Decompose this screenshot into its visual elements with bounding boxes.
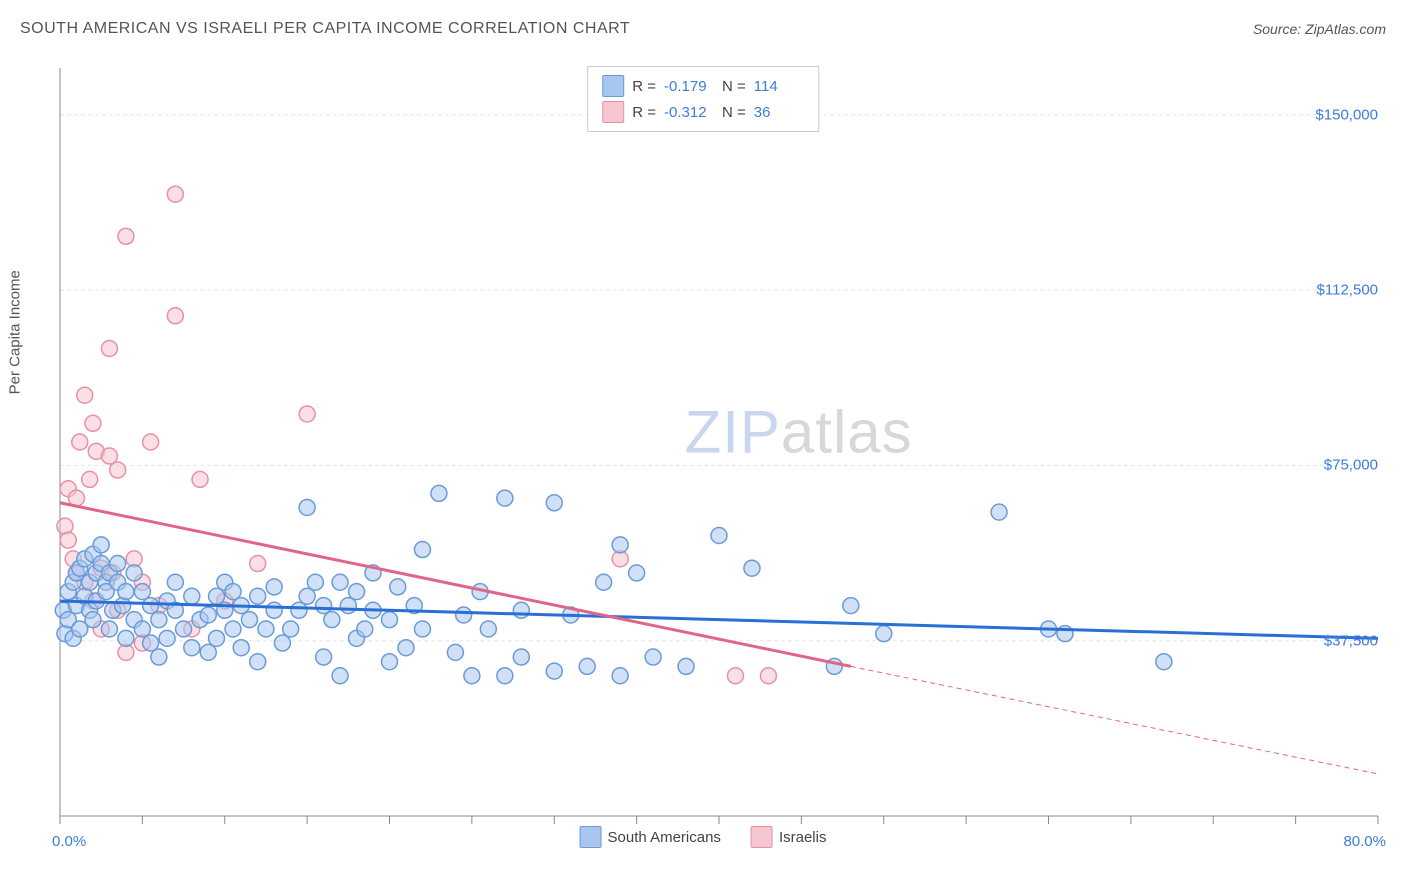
y-axis-label: Per Capita Income <box>7 270 24 394</box>
y-tick-label: $75,000 <box>1324 457 1378 474</box>
x-max-label: 80.0% <box>1343 833 1386 850</box>
legend-item: South Americans <box>580 826 721 848</box>
legend: South Americans Israelis <box>580 826 827 848</box>
stats-row: R =-0.179N =114 <box>602 73 804 99</box>
scatter-chart <box>20 48 1386 848</box>
y-tick-label: $112,500 <box>1317 282 1378 299</box>
legend-item: Israelis <box>751 826 827 848</box>
x-min-label: 0.0% <box>52 833 86 850</box>
y-tick-label: $37,500 <box>1324 632 1378 649</box>
chart-container: ZIPatlas Per Capita Income $37,500$75,00… <box>20 48 1386 848</box>
source-attribution: Source: ZipAtlas.com <box>1253 21 1386 37</box>
stats-row: R =-0.312N =36 <box>602 99 804 125</box>
chart-title: SOUTH AMERICAN VS ISRAELI PER CAPITA INC… <box>20 20 630 38</box>
correlation-stats-box: R =-0.179N =114R =-0.312N =36 <box>587 66 819 132</box>
y-tick-label: $150,000 <box>1315 106 1378 123</box>
